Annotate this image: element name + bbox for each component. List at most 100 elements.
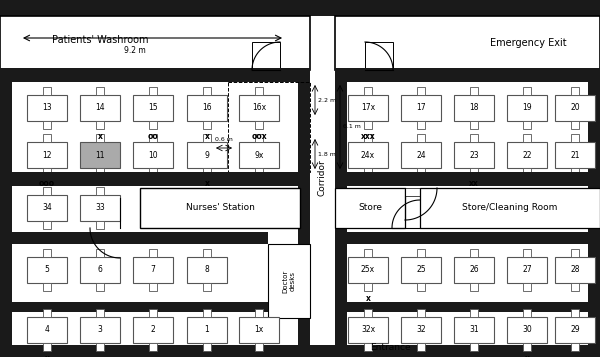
Bar xyxy=(555,257,595,283)
Text: x: x xyxy=(44,354,49,357)
Bar xyxy=(523,309,531,317)
Text: Store: Store xyxy=(358,203,382,212)
Bar xyxy=(0,68,310,82)
Bar xyxy=(255,168,263,176)
Bar xyxy=(523,134,531,142)
Bar xyxy=(417,283,425,291)
Bar xyxy=(364,134,372,142)
Text: oox: oox xyxy=(251,132,267,141)
Bar xyxy=(364,283,372,291)
Bar xyxy=(149,168,157,176)
Bar xyxy=(80,95,120,121)
Bar xyxy=(470,134,478,142)
Text: 8: 8 xyxy=(205,266,209,275)
Bar xyxy=(255,343,263,351)
Bar xyxy=(43,283,51,291)
Bar xyxy=(96,343,104,351)
Bar xyxy=(401,317,441,343)
Text: ooo: ooo xyxy=(39,179,55,188)
Text: 9x: 9x xyxy=(254,151,263,160)
Bar xyxy=(96,249,104,257)
Bar xyxy=(335,16,600,70)
Bar xyxy=(0,172,310,186)
Bar xyxy=(96,221,104,229)
Bar xyxy=(203,309,211,317)
Bar xyxy=(555,142,595,168)
Text: 26: 26 xyxy=(469,266,479,275)
Bar xyxy=(417,309,425,317)
Bar xyxy=(0,232,268,244)
Bar xyxy=(365,42,393,70)
Bar xyxy=(133,95,173,121)
Bar xyxy=(348,317,388,343)
Bar xyxy=(187,257,227,283)
Bar xyxy=(96,283,104,291)
Bar xyxy=(96,87,104,95)
Bar xyxy=(80,257,120,283)
Bar xyxy=(523,121,531,129)
Text: x: x xyxy=(365,294,370,303)
Text: 20: 20 xyxy=(570,104,580,112)
Text: 14: 14 xyxy=(95,104,105,112)
Bar xyxy=(149,309,157,317)
Text: 13: 13 xyxy=(42,104,52,112)
Text: 25x: 25x xyxy=(361,266,375,275)
Bar xyxy=(417,121,425,129)
Bar xyxy=(470,168,478,176)
Bar xyxy=(335,0,347,357)
Bar xyxy=(523,87,531,95)
Text: Patients' Washroom: Patients' Washroom xyxy=(52,35,148,45)
Bar xyxy=(43,121,51,129)
Bar xyxy=(255,134,263,142)
Bar xyxy=(140,188,300,228)
Bar xyxy=(417,134,425,142)
Bar xyxy=(203,134,211,142)
Bar xyxy=(96,309,104,317)
Text: 24: 24 xyxy=(416,151,426,160)
Bar xyxy=(364,121,372,129)
Bar xyxy=(454,317,494,343)
Bar xyxy=(348,142,388,168)
Bar xyxy=(43,309,51,317)
Bar xyxy=(523,343,531,351)
Bar xyxy=(0,302,268,312)
Bar xyxy=(454,95,494,121)
Text: 7: 7 xyxy=(151,266,155,275)
Bar xyxy=(203,87,211,95)
Bar xyxy=(507,95,547,121)
Text: 6: 6 xyxy=(98,266,103,275)
Text: Entrance: Entrance xyxy=(370,343,410,352)
Text: 19: 19 xyxy=(522,104,532,112)
Bar xyxy=(149,343,157,351)
Bar xyxy=(335,172,600,186)
Text: Doctor
desks: Doctor desks xyxy=(283,270,296,293)
Bar xyxy=(507,142,547,168)
Bar xyxy=(348,95,388,121)
Bar xyxy=(27,95,67,121)
Bar xyxy=(571,283,579,291)
Bar xyxy=(571,121,579,129)
Bar xyxy=(203,343,211,351)
Text: 6.1 m: 6.1 m xyxy=(343,125,361,130)
Text: 1.8 m: 1.8 m xyxy=(318,151,336,156)
Text: Nurses' Station: Nurses' Station xyxy=(185,203,254,212)
Bar xyxy=(255,87,263,95)
Bar xyxy=(203,121,211,129)
Text: xx: xx xyxy=(469,179,479,188)
Bar xyxy=(43,343,51,351)
Text: 33: 33 xyxy=(95,203,105,212)
Bar xyxy=(523,283,531,291)
Bar xyxy=(239,95,279,121)
Bar xyxy=(571,343,579,351)
Bar xyxy=(203,249,211,257)
Bar xyxy=(0,0,600,16)
Bar xyxy=(555,317,595,343)
Text: 2: 2 xyxy=(151,326,155,335)
Bar xyxy=(364,249,372,257)
Bar xyxy=(43,249,51,257)
Bar xyxy=(417,168,425,176)
Text: x: x xyxy=(205,132,209,141)
Bar xyxy=(149,134,157,142)
Bar xyxy=(27,195,67,221)
Bar xyxy=(571,134,579,142)
